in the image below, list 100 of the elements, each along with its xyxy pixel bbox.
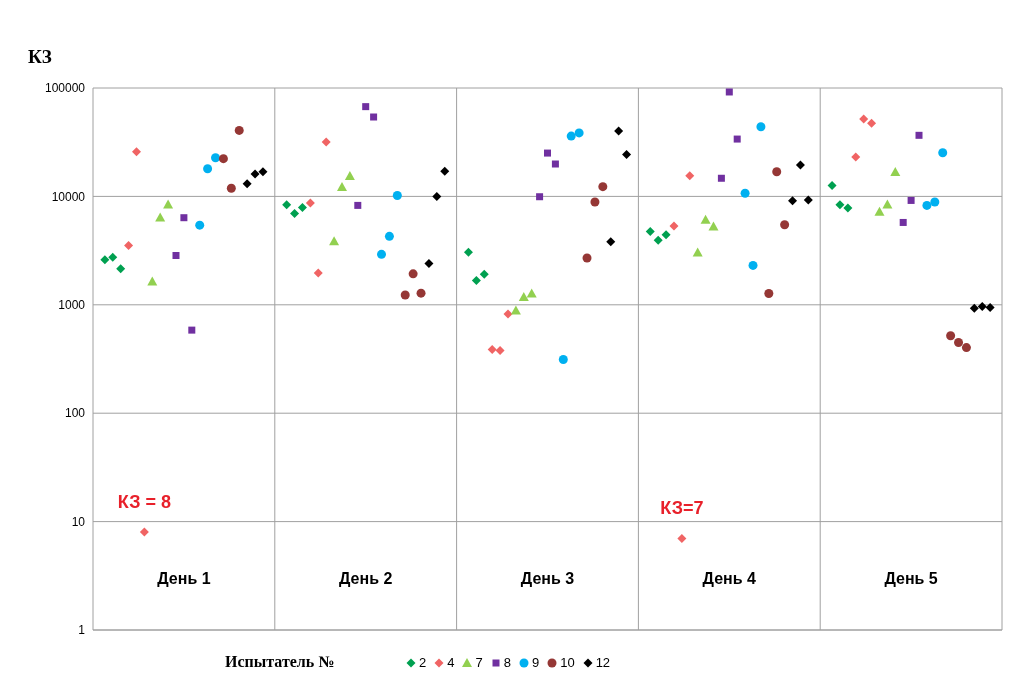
point [614, 126, 624, 136]
point [250, 169, 260, 179]
point [606, 237, 616, 247]
point [313, 268, 323, 278]
annotation: День 1 [156, 570, 212, 588]
point [899, 218, 907, 226]
point [336, 182, 347, 192]
point [487, 344, 497, 354]
point [764, 289, 774, 299]
point [795, 160, 805, 170]
point [677, 533, 687, 543]
point [384, 231, 394, 241]
annotation: День 3 [519, 570, 576, 588]
x-axis-title: Испытатель № [225, 653, 335, 671]
point [344, 171, 355, 181]
point [518, 292, 529, 302]
point [155, 212, 166, 222]
legend-label: 12 [595, 655, 611, 670]
legend-label: 4 [447, 655, 455, 670]
point [290, 208, 300, 218]
point [195, 220, 205, 230]
annotation: КЗ = 8 [116, 492, 173, 514]
point [100, 255, 110, 265]
point [392, 190, 402, 200]
y-tick-label: 1 [78, 623, 86, 638]
point [116, 264, 126, 274]
point [669, 221, 679, 231]
point [915, 131, 923, 139]
point [566, 131, 576, 141]
point [408, 269, 418, 279]
point [226, 183, 236, 193]
point [463, 247, 473, 257]
point [590, 197, 600, 207]
point [874, 206, 885, 216]
point [725, 88, 733, 96]
point [370, 113, 378, 121]
point [180, 214, 188, 222]
point [851, 152, 861, 162]
point [835, 200, 845, 210]
annotation: День 4 [701, 570, 757, 588]
point [131, 147, 141, 157]
point [717, 174, 725, 182]
point [685, 171, 695, 181]
point [882, 199, 893, 209]
point [329, 236, 340, 246]
annotation: КЗ=7 [659, 498, 705, 520]
point [305, 198, 315, 208]
point [954, 338, 964, 347]
point [297, 202, 307, 212]
point [234, 125, 244, 135]
point [700, 214, 711, 224]
point [946, 331, 956, 341]
point [172, 252, 180, 259]
point [354, 201, 362, 209]
point [756, 122, 766, 132]
point [377, 249, 387, 259]
point [961, 343, 971, 353]
annotation: День 2 [338, 570, 394, 588]
point [526, 288, 537, 298]
y-tick-label: 100 [64, 406, 86, 421]
point [803, 195, 813, 205]
point [495, 345, 505, 355]
point [544, 149, 551, 157]
point [780, 220, 790, 230]
point [558, 354, 568, 364]
point [362, 103, 370, 111]
point [859, 114, 869, 124]
point [843, 203, 853, 213]
y-tick-label: 1000 [58, 298, 86, 313]
point [432, 191, 442, 201]
point [139, 527, 149, 537]
point [938, 148, 948, 158]
point [416, 288, 426, 298]
point [977, 301, 987, 311]
point [242, 179, 252, 189]
legend-label: 8 [503, 655, 511, 670]
point [471, 275, 481, 285]
point [211, 153, 221, 163]
point [733, 135, 741, 143]
point [867, 118, 877, 128]
point [163, 199, 174, 209]
point [622, 150, 632, 160]
legend-label: 10 [560, 655, 575, 670]
point [440, 166, 450, 176]
point [661, 230, 671, 240]
legend-label: 7 [475, 655, 483, 670]
point [503, 309, 513, 319]
point [321, 137, 331, 147]
point [124, 240, 134, 250]
point [772, 167, 782, 177]
point [598, 182, 608, 192]
point [930, 197, 940, 207]
point [218, 154, 228, 164]
point [536, 193, 544, 201]
point [788, 196, 798, 206]
point [424, 258, 434, 268]
point [907, 196, 915, 204]
point [969, 303, 979, 313]
y-tick-label: 10 [71, 514, 86, 529]
legend-label: 2 [419, 655, 427, 670]
